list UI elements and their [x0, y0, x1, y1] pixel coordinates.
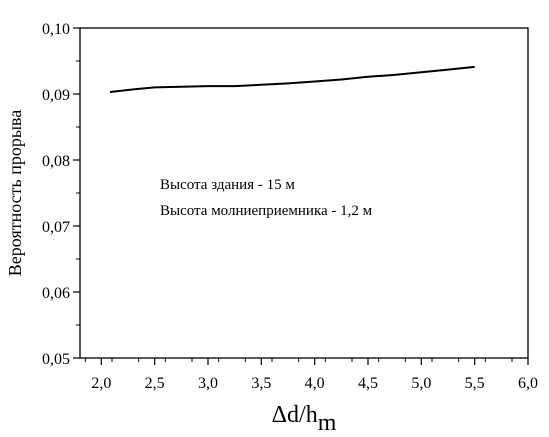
y-axis-ticks: 0,05 0,06 0,07 0,08 0,09 0,10: [42, 21, 80, 368]
x-tick-label: 6,0: [518, 375, 538, 392]
y-tick-label: 0,08: [42, 153, 70, 170]
x-tick-label: 5,5: [465, 375, 485, 392]
y-tick-label: 0,06: [42, 285, 70, 302]
annotation-rod-height: Высота молниеприемника - 1,2 м: [160, 203, 373, 219]
y-tick-label: 0,10: [42, 21, 70, 38]
x-axis-label-main: Δd/h: [272, 402, 318, 428]
x-axis-label-subscript: m: [318, 410, 337, 436]
y-tick-label: 0,09: [42, 87, 70, 104]
x-axis-label: Δd/hm: [272, 402, 337, 436]
plot-frame: [79, 27, 529, 359]
annotation-building-height: Высота здания - 15 м: [160, 177, 295, 193]
x-tick-label: 2,5: [145, 375, 165, 392]
x-tick-label: 4,0: [305, 375, 325, 392]
x-tick-label: 4,5: [358, 375, 378, 392]
series-line: [109, 65, 475, 93]
y-tick-label: 0,05: [42, 351, 70, 368]
x-tick-label: 3,5: [251, 375, 271, 392]
x-tick-label: 2,0: [91, 375, 111, 392]
x-tick-label: 5,0: [411, 375, 431, 392]
x-tick-label: 3,0: [198, 375, 218, 392]
x-axis-ticks: 2,0 2,5 3,0 3,5 4,0 4,5 5,0 5,5 6,0: [84, 358, 538, 392]
y-axis-label: Вероятность прорыва: [5, 110, 25, 276]
y-tick-label: 0,07: [42, 219, 70, 236]
